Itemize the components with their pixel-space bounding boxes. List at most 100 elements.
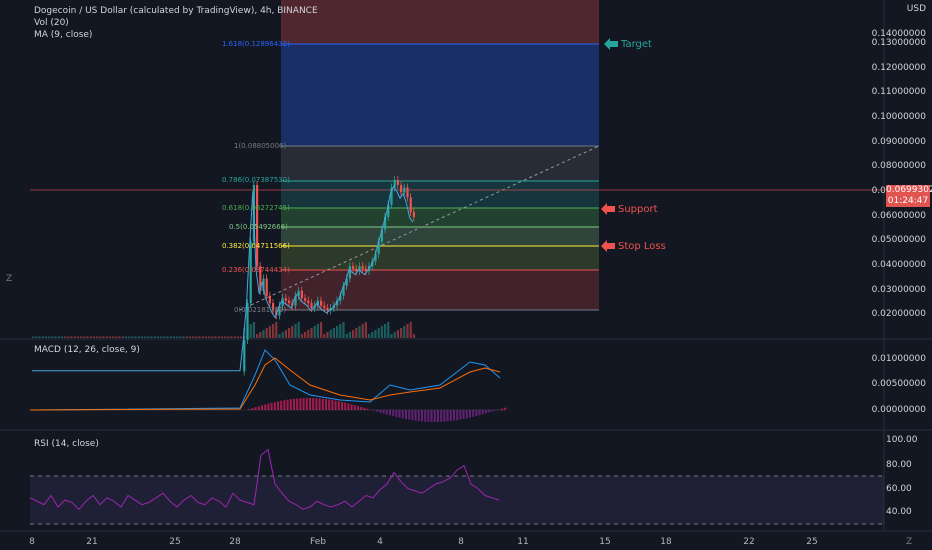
volume-bar: [342, 322, 345, 338]
candle-body: [326, 308, 329, 311]
rsi-title[interactable]: RSI (14, close): [34, 439, 99, 449]
macd-axis[interactable]: 0.01000000 0.00500000 0.00000000: [872, 340, 932, 430]
candle-body: [278, 305, 281, 316]
macd-histogram-bar: [427, 410, 430, 422]
macd-histogram-bar: [357, 405, 359, 410]
volume-bar: [288, 328, 291, 338]
macd-histogram-bar: [401, 410, 404, 419]
volume-bar: [409, 322, 412, 338]
candle-body: [377, 241, 380, 254]
volume-bar: [108, 336, 111, 338]
volume-bar: [41, 336, 44, 338]
candle-body: [284, 298, 287, 301]
candle-body: [364, 268, 367, 272]
volume-bar: [105, 336, 108, 338]
candle-body: [412, 212, 415, 217]
volume-bar: [265, 328, 268, 338]
price-tick: 0.06000000: [871, 211, 926, 221]
volume-bar: [48, 336, 51, 338]
rsi-tick: 40.00: [886, 507, 912, 517]
volume-bar: [294, 324, 297, 338]
volume-bar: [323, 334, 326, 338]
fib-zone: [281, 208, 599, 227]
stop-loss-annotation[interactable]: Stop Loss: [601, 240, 666, 252]
macd-histogram-bar: [293, 398, 295, 410]
macd-title[interactable]: MACD (12, 26, close, 9): [34, 345, 140, 355]
macd-histogram-bar: [459, 410, 462, 420]
volume-bar: [214, 336, 217, 338]
volume-bar: [339, 324, 342, 338]
macd-histogram-bar: [302, 398, 305, 410]
candle-body: [297, 290, 300, 296]
candle-body: [361, 266, 364, 269]
volume-bar: [332, 328, 335, 338]
volume-bar: [412, 334, 415, 338]
fib-level-label: 0(0.02181282): [234, 306, 287, 314]
macd-histogram-bar: [366, 408, 369, 410]
fib-zone: [281, 246, 599, 270]
price-axis[interactable]: USD 0.14000000 0.13000000 0.12000000 0.1…: [872, 0, 932, 340]
candle-body: [358, 266, 361, 272]
volume-bar: [80, 336, 83, 338]
volume-bar: [364, 322, 367, 338]
macd-histogram-bar: [257, 406, 260, 410]
time-tick: 25: [169, 537, 181, 547]
volume-bar: [35, 336, 38, 338]
volume-bar: [60, 336, 63, 338]
macd-histogram-bar: [392, 410, 395, 417]
macd-histogram-bar: [424, 410, 427, 422]
volume-indicator-label[interactable]: Vol (20): [34, 18, 69, 28]
volume-bar: [70, 336, 73, 338]
volume-bar: [316, 324, 319, 338]
volume-bar: [150, 336, 153, 338]
macd-histogram-bar: [350, 404, 353, 410]
volume-bar: [38, 336, 41, 338]
macd-histogram-bar: [453, 410, 455, 421]
rsi-tick: 80.00: [886, 460, 912, 470]
macd-histogram-bar: [248, 409, 251, 410]
volume-bar: [160, 336, 163, 338]
macd-histogram-bar: [440, 410, 443, 422]
macd-histogram-bar: [405, 410, 407, 420]
auto-scale-button[interactable]: Z: [906, 537, 913, 547]
candle-body: [316, 300, 319, 306]
symbol-title[interactable]: Dogecoin / US Dollar (calculated by Trad…: [34, 6, 318, 16]
macd-histogram-bar: [270, 402, 273, 410]
macd-histogram-bar: [385, 410, 388, 415]
volume-bar: [115, 336, 118, 338]
macd-histogram-bar: [328, 399, 331, 410]
volume-bar: [118, 336, 121, 338]
arrow-left-icon: [604, 38, 618, 50]
stop-loss-label: Stop Loss: [618, 240, 666, 252]
fib-zone: [281, 181, 599, 208]
price-tick: 0.14000000: [871, 29, 926, 39]
candle-body: [262, 278, 265, 291]
macd-histogram-bar: [475, 410, 478, 416]
fib-level-label: 0.786(0.07387530): [222, 176, 290, 184]
fib-zone: [281, 270, 599, 310]
zoom-toggle-button[interactable]: Z: [6, 274, 13, 284]
volume-bar: [140, 336, 143, 338]
volume-bar: [153, 336, 156, 338]
support-annotation[interactable]: Support: [601, 203, 658, 215]
ma-indicator-label[interactable]: MA (9, close): [34, 30, 93, 40]
macd-histogram-bar: [305, 398, 308, 410]
volume-bar: [233, 336, 236, 338]
volume-bar: [144, 336, 147, 338]
arrow-left-icon: [601, 203, 615, 215]
volume-bar: [124, 336, 127, 338]
volume-bar: [227, 336, 230, 338]
time-tick: 21: [86, 537, 98, 547]
volume-bar: [371, 332, 374, 338]
volume-bar: [329, 330, 332, 338]
volume-bar: [64, 336, 67, 338]
candle-body: [300, 290, 303, 299]
volume-bar: [176, 336, 179, 338]
target-annotation[interactable]: Target: [604, 38, 652, 50]
time-tick: 28: [229, 537, 241, 547]
rsi-axis[interactable]: 100.00 80.00 60.00 40.00: [884, 430, 932, 530]
candle-body: [268, 295, 271, 304]
macd-histogram-bar: [341, 401, 343, 410]
volume-bar: [211, 336, 214, 338]
